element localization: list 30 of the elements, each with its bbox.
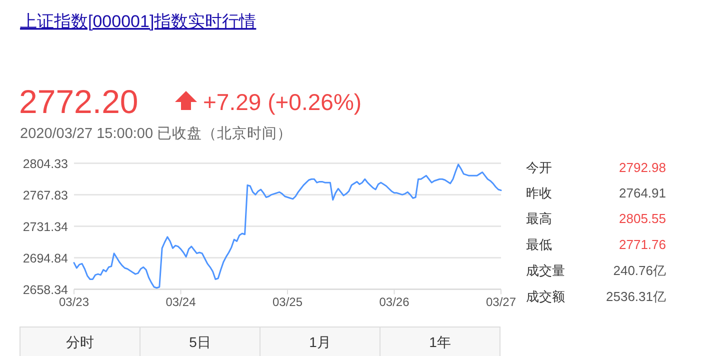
chart-title: 上证指数[000001]指数实时行情 xyxy=(20,12,256,31)
x-tick-label: 03/24 xyxy=(166,295,196,309)
text: 2020/03/27 15:00:00 已收盘（北京时间） xyxy=(20,125,292,142)
text: 5日 xyxy=(189,334,211,350)
text: 1年 xyxy=(429,334,451,350)
y-tick-label: 2694.84 xyxy=(22,251,68,266)
x-tick-label: 03/23 xyxy=(58,295,90,309)
text: 2764.91 xyxy=(619,186,666,200)
text: 2536.31亿 xyxy=(606,289,666,304)
y-tick-label: 2731.34 xyxy=(22,220,68,234)
y-tick-label: 2804.33 xyxy=(22,156,68,171)
text: 成交量 xyxy=(526,263,565,278)
x-tick-label: 03/25 xyxy=(272,295,303,309)
text: 2772.20 xyxy=(19,83,138,120)
x-tick-label: 03/26 xyxy=(379,295,410,309)
text: 成交额 xyxy=(526,289,565,304)
text: 最低 xyxy=(526,237,552,252)
text: 2805.55 xyxy=(619,211,666,226)
text: 2792.98 xyxy=(619,160,666,175)
y-tick-label: 2767.83 xyxy=(22,188,68,202)
x-tick-label: 03/27 xyxy=(486,295,516,309)
text: 分时 xyxy=(66,334,94,350)
text: 昨收 xyxy=(526,186,552,200)
y-tick-label: 2658.34 xyxy=(22,282,68,297)
text: 2771.76 xyxy=(619,237,666,252)
text: 最高 xyxy=(526,211,552,226)
text: 1月 xyxy=(309,334,331,350)
text: 240.76亿 xyxy=(613,263,666,278)
text: +7.29 (+0.26%) xyxy=(203,89,362,115)
text: 今开 xyxy=(526,160,552,175)
